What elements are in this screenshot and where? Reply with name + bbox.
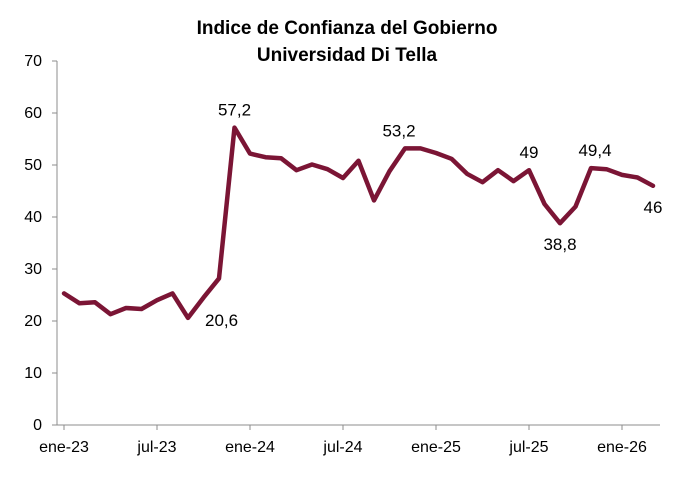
- data-point: [497, 169, 499, 171]
- data-point: [94, 301, 96, 303]
- x-tick-label: ene-25: [411, 439, 461, 456]
- x-tick-label: jul-25: [508, 439, 548, 456]
- data-point: [404, 147, 406, 149]
- data-point: [513, 180, 514, 182]
- data-point: [544, 203, 545, 205]
- data-point: [435, 152, 437, 154]
- data-label: 53,2: [382, 121, 415, 140]
- data-point: [296, 169, 297, 171]
- x-tick-label: ene-23: [39, 439, 89, 456]
- data-point: [218, 277, 220, 279]
- data-label: 57,2: [218, 101, 251, 120]
- data-point: [311, 164, 313, 165]
- chart-subtitle: Universidad Di Tella: [257, 45, 438, 66]
- data-label: 20,6: [205, 311, 238, 330]
- chart-title: Indice de Confianza del Gobierno: [197, 18, 498, 39]
- x-tick-label: ene-26: [597, 439, 647, 456]
- data-point: [327, 168, 328, 170]
- data-point: [141, 308, 142, 310]
- data-label: 49: [520, 143, 539, 162]
- data-point: [621, 174, 623, 176]
- data-label: 46: [644, 198, 663, 217]
- y-tick-label: 10: [24, 365, 42, 382]
- y-tick-label: 0: [33, 417, 42, 434]
- data-point: [265, 156, 266, 158]
- y-axis-ticks: 0 10 20 30 40 50 60 70: [24, 53, 57, 434]
- x-tick-label: jul-23: [136, 439, 176, 456]
- data-point: [575, 206, 576, 208]
- data-point: [187, 317, 189, 319]
- data-point: [156, 299, 158, 301]
- data-point: [389, 170, 390, 172]
- data-point: [79, 302, 80, 304]
- data-point: [358, 160, 359, 162]
- data-point: [528, 169, 530, 171]
- series-group: [61, 125, 656, 321]
- y-tick-label: 60: [24, 105, 42, 122]
- y-tick-label: 70: [24, 53, 42, 70]
- y-tick-label: 20: [24, 313, 42, 330]
- data-point: [606, 168, 607, 170]
- data-labels: 20,6 57,2 53,2 49 38,8 49,4 46: [205, 101, 662, 330]
- data-point: [482, 181, 483, 183]
- data-point: [63, 292, 65, 294]
- data-point: [590, 167, 592, 169]
- y-tick-label: 50: [24, 157, 42, 174]
- x-tick-label: jul-24: [322, 439, 362, 456]
- data-point: [466, 173, 468, 175]
- data-point: [203, 297, 204, 299]
- x-axis-ticks: ene-23 jul-23 ene-24 jul-24 ene-25 jul-25 ene-…: [39, 425, 647, 456]
- data-point: [172, 292, 173, 294]
- data-point: [559, 222, 561, 224]
- data-point: [637, 177, 638, 178]
- data-point: [373, 199, 375, 201]
- data-point: [342, 177, 344, 179]
- data-label: 38,8: [543, 235, 576, 254]
- series-line: [61, 125, 656, 321]
- data-point: [125, 307, 127, 309]
- data-point: [110, 313, 111, 315]
- data-point: [451, 158, 452, 160]
- data-point: [420, 147, 421, 149]
- y-tick-label: 40: [24, 209, 42, 226]
- y-tick-label: 30: [24, 261, 42, 278]
- data-label: 49,4: [578, 141, 611, 160]
- data-point: [249, 153, 251, 155]
- data-point: [234, 127, 235, 129]
- data-point: [652, 185, 654, 187]
- x-tick-label: ene-24: [225, 439, 275, 456]
- data-point: [280, 157, 282, 159]
